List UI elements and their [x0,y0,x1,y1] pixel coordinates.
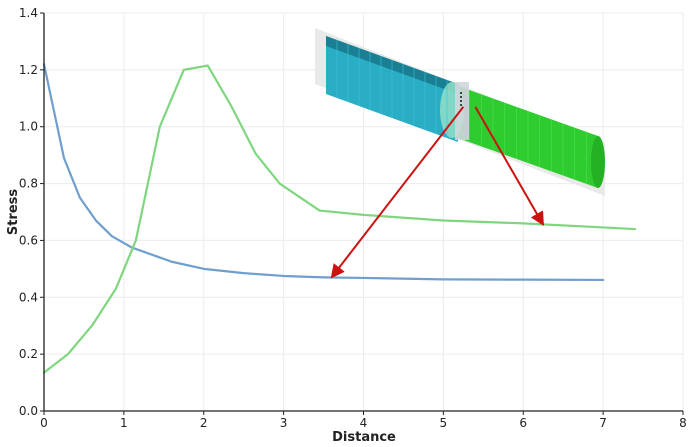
y-tick-label: 0.0 [19,404,38,418]
y-tick-label: 1.4 [19,6,38,20]
x-tick-label: 2 [200,416,208,430]
x-tick-label: 3 [280,416,288,430]
y-axis-title: Stress [6,189,21,236]
x-tick-label: 0 [40,416,48,430]
y-tick-label: 0.4 [19,290,38,304]
x-tick-label: 4 [360,416,368,430]
y-tick-label: 1.2 [19,63,38,77]
y-tick-label: 1.0 [19,120,38,134]
x-tick-label: 5 [440,416,448,430]
annotation-arrow-2 [474,106,545,227]
x-tick-label: 1 [120,416,128,430]
y-tick-label: 0.2 [19,347,38,361]
series-line-2 [42,64,637,374]
annotation-arrows [330,106,545,279]
series-line-1 [42,63,605,282]
series-layer [42,63,637,374]
x-axis-title: Distance [332,430,396,445]
y-tick-label: 0.6 [19,233,38,247]
x-tick-label: 6 [519,416,527,430]
tick-labels: 0 1 2 3 4 5 6 7 8 0.0 0.2 0.4 0.6 0.8 1.0 1.2 1.4 [19,6,687,430]
inset-collar [455,82,469,140]
inset-green-rod-end [591,136,605,188]
x-tick-label: 7 [599,416,607,430]
x-tick-label: 8 [679,416,687,430]
y-tick-label: 0.8 [19,177,38,191]
annotation-arrow-1 [330,106,465,279]
